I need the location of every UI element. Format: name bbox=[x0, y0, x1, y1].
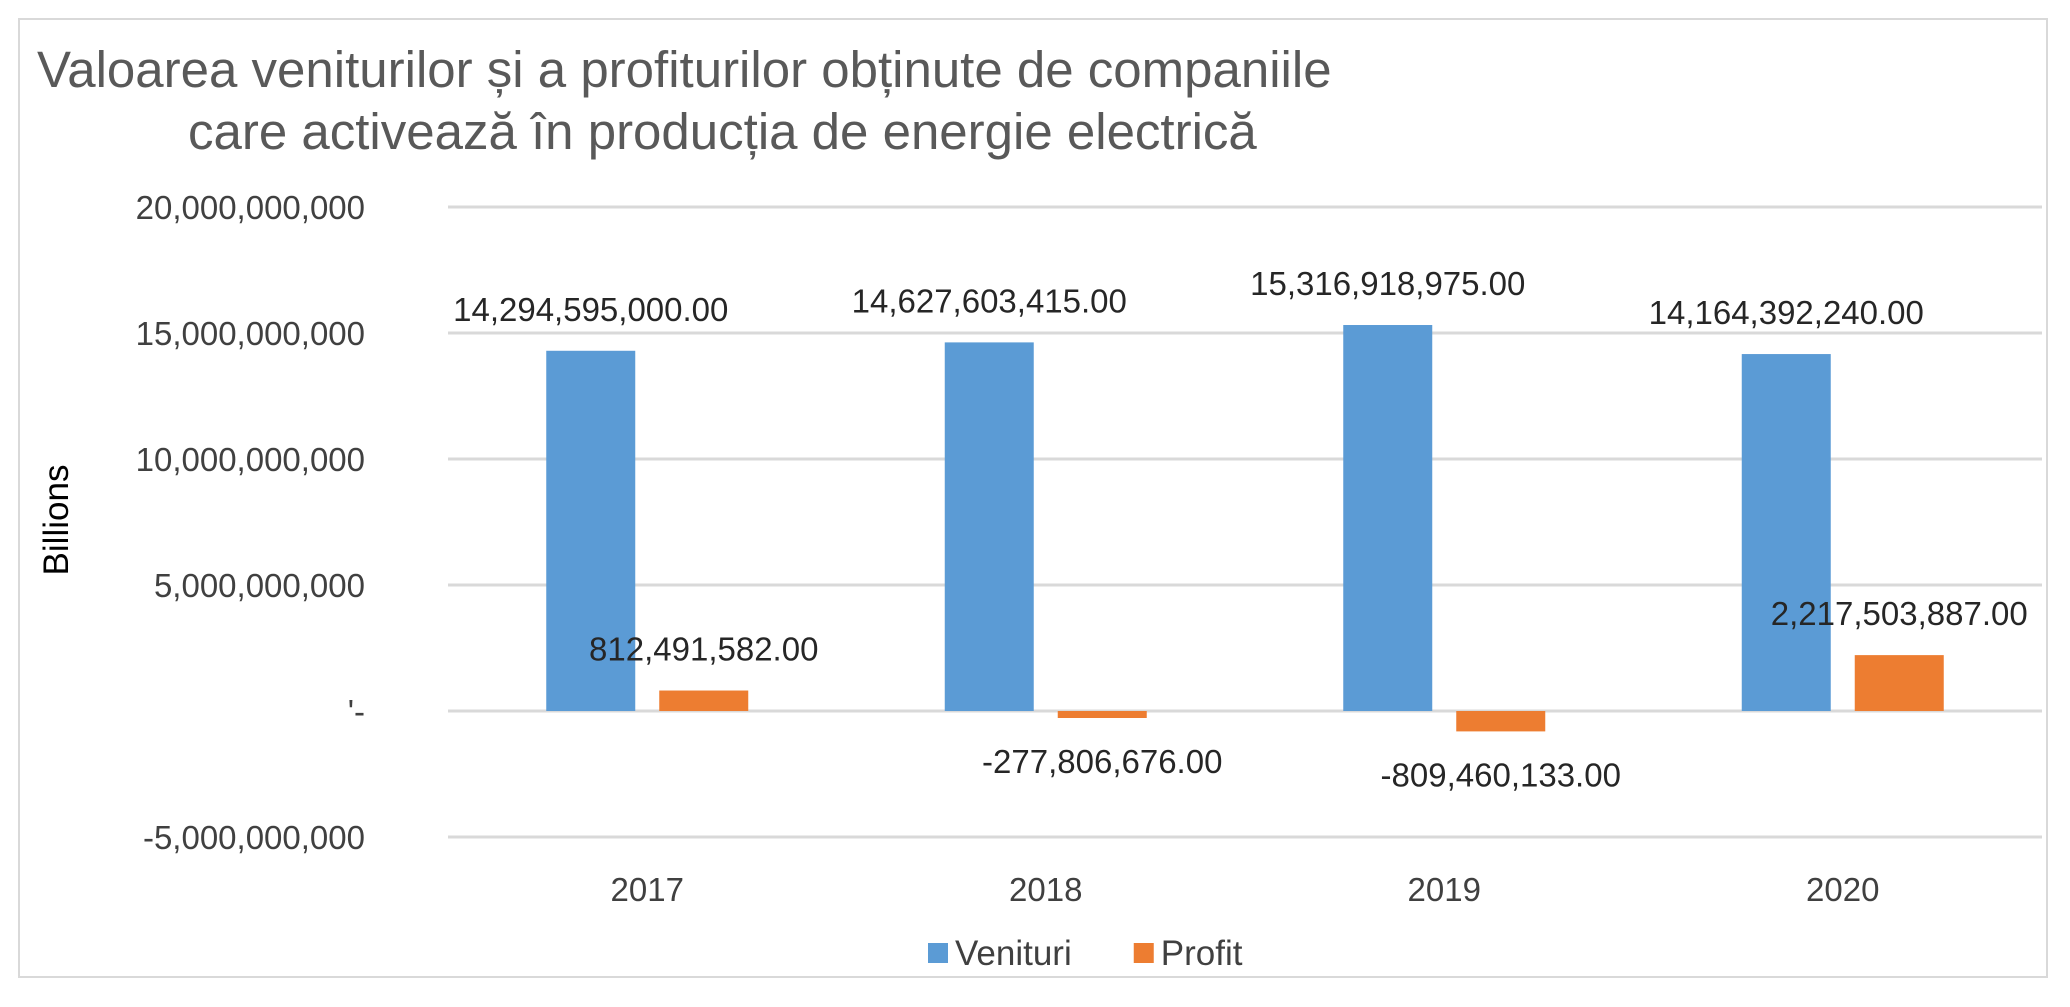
legend-label-venituri: Venituri bbox=[955, 934, 1072, 973]
x-tick-label-2017: 2017 bbox=[611, 871, 684, 908]
data-label-venituri-2018: 14,627,603,415.00 bbox=[852, 282, 1127, 319]
legend-label-profit: Profit bbox=[1161, 934, 1243, 973]
chart-frame: Valoarea veniturilor și a profiturilor o… bbox=[18, 18, 2048, 978]
bar-profit-2018 bbox=[1057, 711, 1147, 719]
x-tick-label-2019: 2019 bbox=[1408, 871, 1481, 908]
bar-venituri-2020 bbox=[1741, 354, 1831, 711]
y-tick-label: 15,000,000,000 bbox=[136, 315, 365, 352]
bar-profit-2017 bbox=[659, 690, 749, 711]
y-tick-label: 20,000,000,000 bbox=[136, 189, 365, 226]
bar-profit-2019 bbox=[1456, 711, 1546, 732]
y-tick-label: 5,000,000,000 bbox=[154, 567, 365, 604]
x-tick-label-2018: 2018 bbox=[1009, 871, 1082, 908]
data-label-profit-2020: 2,217,503,887.00 bbox=[1771, 595, 2028, 632]
y-tick-label: 10,000,000,000 bbox=[136, 441, 365, 478]
chart-title-line-1: Valoarea veniturilor și a profiturilor o… bbox=[37, 41, 1332, 98]
legend-swatch-venituri bbox=[928, 943, 948, 963]
data-label-venituri-2019: 15,316,918,975.00 bbox=[1250, 265, 1525, 302]
y-axis-title: Billions bbox=[37, 465, 76, 576]
bar-venituri-2017 bbox=[546, 350, 636, 711]
chart-title-line-2: care activează în producția de energie e… bbox=[188, 103, 1257, 160]
data-label-profit-2017: 812,491,582.00 bbox=[589, 631, 818, 668]
data-label-venituri-2020: 14,164,392,240.00 bbox=[1649, 294, 1924, 331]
chart-svg: Valoarea veniturilor și a profiturilor o… bbox=[37, 41, 2042, 973]
bar-venituri-2018 bbox=[944, 342, 1034, 711]
y-tick-label: '- bbox=[348, 693, 365, 730]
data-label-profit-2019: -809,460,133.00 bbox=[1381, 756, 1621, 793]
y-tick-label: -5,000,000,000 bbox=[143, 819, 365, 856]
bar-profit-2020 bbox=[1854, 655, 1944, 711]
x-tick-label-2020: 2020 bbox=[1806, 871, 1879, 908]
legend-swatch-profit bbox=[1133, 943, 1154, 963]
bar-venituri-2019 bbox=[1343, 325, 1433, 711]
data-label-venituri-2017: 14,294,595,000.00 bbox=[453, 291, 728, 328]
data-label-profit-2018: -277,806,676.00 bbox=[982, 743, 1222, 780]
